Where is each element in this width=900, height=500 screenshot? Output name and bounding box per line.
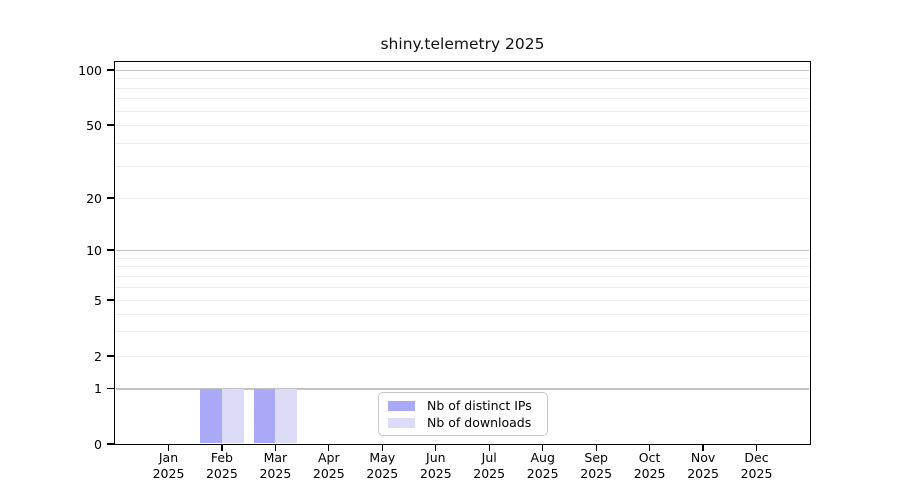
y-axis-tick-label: 50 bbox=[86, 117, 102, 133]
x-tick-year: 2025 bbox=[526, 466, 559, 481]
x-axis-tick bbox=[328, 444, 330, 451]
x-axis-tick bbox=[488, 444, 490, 451]
x-axis-tick-label: Sep 2025 bbox=[564, 450, 628, 482]
y-axis-tick bbox=[107, 387, 114, 390]
y-axis-tick-label: 5 bbox=[94, 292, 102, 308]
x-tick-year: 2025 bbox=[633, 466, 666, 481]
x-tick-month: Jan bbox=[158, 450, 179, 465]
x-tick-month: Oct bbox=[638, 450, 661, 465]
y-axis-tick bbox=[107, 299, 114, 301]
x-tick-month: Apr bbox=[317, 450, 340, 465]
x-axis-tick-label: Jun 2025 bbox=[404, 450, 468, 482]
x-tick-year: 2025 bbox=[687, 466, 719, 481]
y-axis-tick-label: 20 bbox=[86, 190, 102, 206]
x-axis-tick-label: Aug 2025 bbox=[511, 450, 575, 482]
x-axis-tick-label: Feb 2025 bbox=[190, 450, 254, 482]
legend-item-distinct-ips: Nb of distinct IPs bbox=[388, 398, 538, 413]
y-axis-tick bbox=[107, 443, 114, 445]
y-axis-tick bbox=[107, 124, 114, 126]
legend-label-downloads: Nb of downloads bbox=[427, 415, 532, 430]
x-tick-year: 2025 bbox=[366, 466, 399, 481]
x-axis-tick bbox=[381, 444, 383, 451]
y-axis-tick-label: 0 bbox=[94, 436, 102, 452]
x-axis-tick-label: Apr 2025 bbox=[297, 450, 361, 482]
y-axis-tick-label: 1 bbox=[94, 381, 102, 396]
y-axis-tick bbox=[107, 355, 114, 357]
x-tick-month: Nov bbox=[690, 450, 716, 465]
x-axis-tick-label: Dec 2025 bbox=[725, 450, 789, 482]
y-axis-tick-label: 100 bbox=[78, 62, 102, 78]
x-axis-tick bbox=[221, 444, 223, 451]
x-tick-year: 2025 bbox=[419, 466, 452, 481]
x-axis-tick-label: Oct 2025 bbox=[618, 450, 682, 482]
x-axis-tick-label: Jul 2025 bbox=[457, 450, 521, 482]
x-axis-tick-label: May 2025 bbox=[350, 450, 414, 482]
legend-swatch-distinct-ips-icon bbox=[388, 400, 415, 411]
x-axis-tick bbox=[167, 444, 170, 451]
x-tick-year: 2025 bbox=[205, 466, 238, 481]
legend-item-downloads: Nb of downloads bbox=[388, 415, 538, 430]
legend-label-distinct-ips: Nb of distinct IPs bbox=[427, 398, 532, 413]
x-tick-year: 2025 bbox=[740, 466, 773, 481]
x-tick-month: May bbox=[369, 450, 396, 465]
x-axis-tick-label: Jan 2025 bbox=[137, 450, 201, 482]
x-axis-tick bbox=[435, 444, 437, 451]
x-tick-year: 2025 bbox=[312, 466, 345, 481]
x-tick-year: 2025 bbox=[580, 466, 613, 481]
x-axis-tick bbox=[648, 444, 651, 451]
y-axis-tick-label: 2 bbox=[94, 348, 102, 364]
x-tick-month: Dec bbox=[744, 450, 769, 465]
legend-swatch-downloads-icon bbox=[388, 417, 415, 428]
x-tick-month: Jul bbox=[481, 450, 497, 465]
x-tick-month: Feb bbox=[210, 450, 233, 465]
x-axis-tick bbox=[755, 444, 758, 451]
y-axis-tick-label: 10 bbox=[86, 242, 102, 258]
x-tick-month: Mar bbox=[263, 450, 288, 465]
x-tick-month: Jun bbox=[426, 450, 446, 465]
y-axis-tick bbox=[107, 249, 114, 251]
x-tick-month: Aug bbox=[530, 450, 555, 465]
x-axis-tick-label: Nov 2025 bbox=[671, 450, 735, 482]
legend: Nb of distinct IPs Nb of downloads bbox=[378, 392, 548, 436]
x-axis-tick bbox=[542, 444, 544, 451]
x-axis-tick-label: Mar 2025 bbox=[243, 450, 307, 482]
x-tick-month: Sep bbox=[584, 450, 608, 465]
x-tick-year: 2025 bbox=[259, 466, 292, 481]
x-tick-year: 2025 bbox=[152, 466, 185, 481]
chart-title: shiny.telemetry 2025 bbox=[380, 35, 545, 53]
x-tick-year: 2025 bbox=[473, 466, 506, 481]
x-axis-tick bbox=[274, 444, 277, 451]
x-axis-tick bbox=[702, 444, 704, 451]
x-axis-tick bbox=[595, 444, 597, 451]
plot-area bbox=[114, 61, 811, 445]
y-axis-tick bbox=[107, 69, 114, 71]
y-axis-tick bbox=[107, 197, 114, 199]
